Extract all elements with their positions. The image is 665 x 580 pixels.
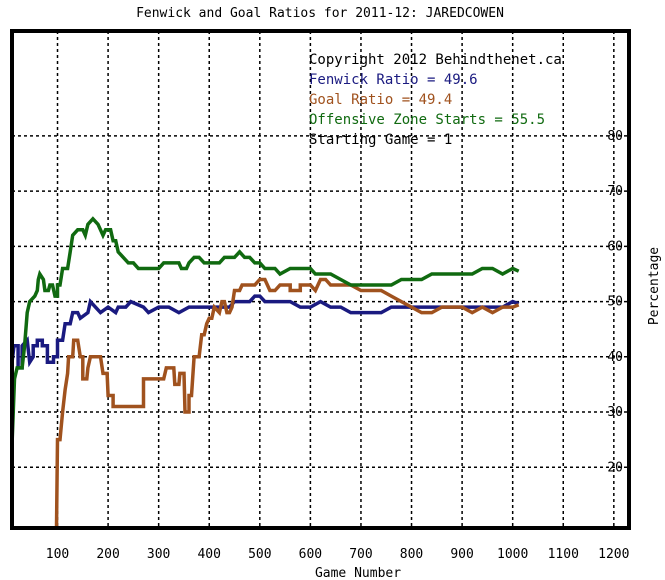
legend-entry: Fenwick Ratio = 49.6 (309, 72, 478, 88)
y-tick-label: 80 (607, 129, 623, 144)
chart-title: Fenwick and Goal Ratios for 2011-12: JAR… (136, 6, 504, 21)
x-tick-label: 400 (197, 547, 220, 562)
x-axis-label: Game Number (315, 566, 401, 580)
series-line-offensive-zone-starts (10, 216, 520, 446)
legend-entry: Copyright 2012 Behindthenet.ca (309, 52, 562, 68)
legend-entry: Offensive Zone Starts = 55.5 (309, 112, 545, 128)
x-tick-label: 600 (299, 547, 322, 562)
y-tick-label: 70 (607, 184, 623, 199)
x-tick-label: 800 (400, 547, 423, 562)
y-tick-label: 50 (607, 295, 623, 310)
x-tick-label: 500 (248, 547, 271, 562)
x-tick-label: 1100 (548, 547, 579, 562)
x-tick-label: 900 (450, 547, 473, 562)
series-line-goal-ratio (54, 277, 520, 529)
legend-entry: Goal Ratio = 49.4 (309, 92, 452, 108)
series-line-fenwick-ratio (10, 294, 520, 370)
legend: Copyright 2012 Behindthenet.ca Fenwick Ra… (309, 52, 562, 148)
y-tick-label: 20 (607, 460, 623, 475)
x-tick-label: 1200 (598, 547, 629, 562)
y-tick-label: 30 (607, 405, 623, 420)
y-axis-label: Percentage (647, 247, 662, 325)
x-tick-label: 700 (349, 547, 372, 562)
tick-labels: 100 200 300 400 500 600 700 800 900 1000 1100 1200 2… (46, 129, 630, 562)
x-tick-label: 300 (147, 547, 170, 562)
y-tick-label: 60 (607, 239, 623, 254)
x-tick-label: 1000 (497, 547, 528, 562)
y-tick-label: 40 (607, 350, 623, 365)
x-tick-label: 200 (96, 547, 119, 562)
x-tick-label: 100 (46, 547, 69, 562)
legend-entry: Starting Game = 1 (309, 132, 452, 148)
series-layer (10, 216, 520, 529)
plot-frame (10, 29, 631, 530)
